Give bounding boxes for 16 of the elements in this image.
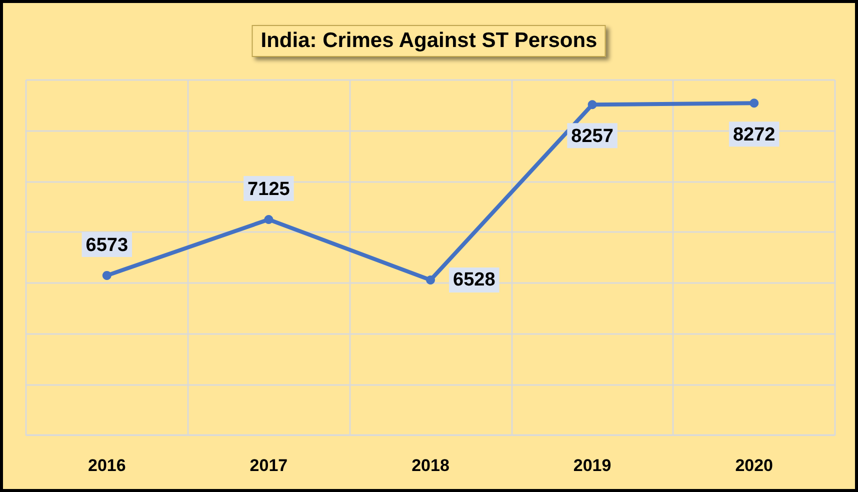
point: [264, 214, 274, 224]
x-tick-label: 2018: [412, 456, 450, 475]
x-tick-label: 2016: [88, 456, 126, 475]
x-tick-label: 2020: [735, 456, 774, 475]
point: [102, 270, 112, 280]
data-label: 7125: [248, 178, 290, 200]
x-tick-label: 2019: [573, 456, 612, 475]
data-label: 8272: [732, 124, 776, 146]
data-label: 8257: [571, 126, 614, 148]
chart-title: India: Crimes Against ST Persons: [252, 25, 606, 57]
point: [426, 276, 435, 285]
point: [750, 98, 759, 108]
point: [588, 100, 597, 110]
data-label: 6528: [453, 270, 496, 291]
x-tick-label: 2017: [250, 456, 288, 475]
data-label: 6573: [86, 234, 128, 256]
